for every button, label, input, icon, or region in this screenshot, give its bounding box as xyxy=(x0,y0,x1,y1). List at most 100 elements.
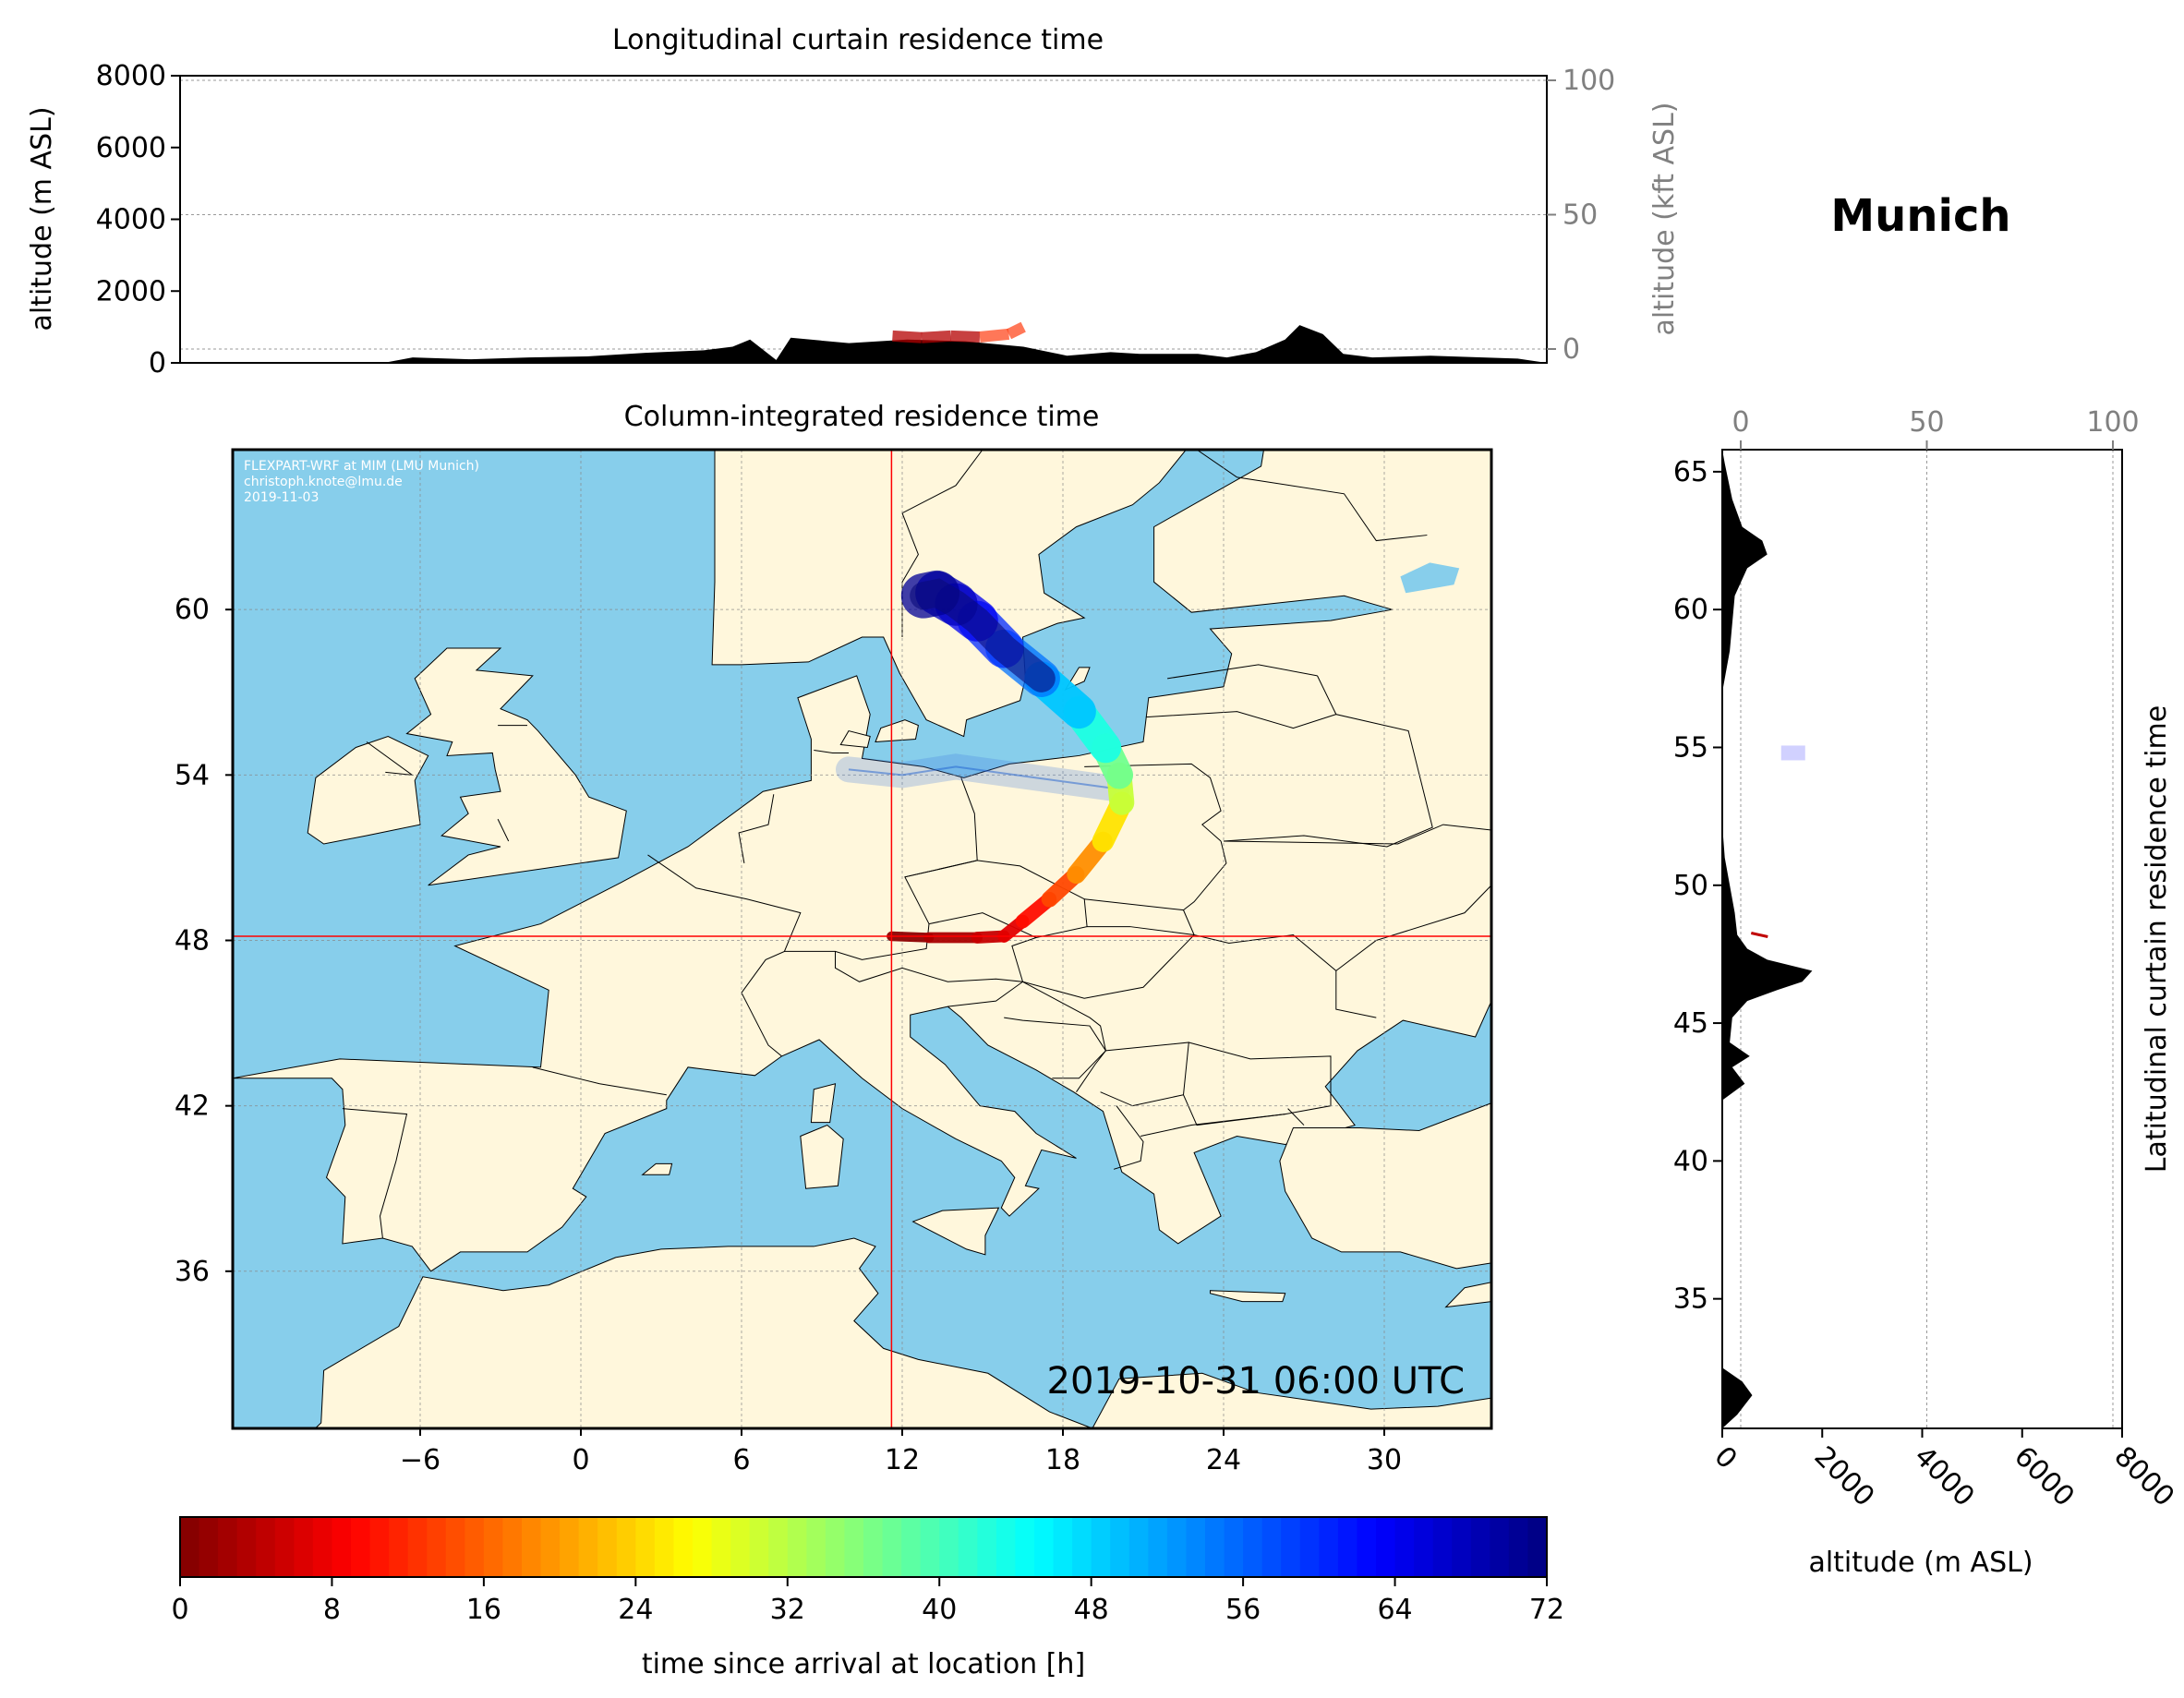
latitudinal-ytick-label: 65 xyxy=(1673,456,1708,488)
colorbar-segment xyxy=(1281,1517,1301,1577)
colorbar-tick-label: 40 xyxy=(922,1594,957,1626)
land-anatolia xyxy=(1279,1102,1491,1270)
country-border xyxy=(532,1066,667,1096)
longitudinal-ytick-label: 8000 xyxy=(96,60,166,92)
land-corsica xyxy=(810,1083,837,1124)
colorbar-segment xyxy=(294,1517,314,1577)
colorbar-segment xyxy=(1337,1517,1358,1577)
colorbar-segment xyxy=(389,1517,409,1577)
longitudinal-y-ticks: 0 2000 4000 6000 8000 xyxy=(96,60,180,379)
latitudinal-y-ticks: 35 40 45 50 55 60 65 xyxy=(1673,456,1722,1316)
column-map-panel: Column-integrated residence time −6 0 6 12 1… xyxy=(175,401,1493,1476)
country-border xyxy=(1223,675,1433,848)
map-ytick-label: 54 xyxy=(175,759,210,791)
map-xtick-label: 30 xyxy=(1367,1444,1402,1476)
country-border xyxy=(814,749,849,753)
map-title: Column-integrated residence time xyxy=(624,401,1100,433)
latitudinal-ytick-label: 35 xyxy=(1673,1283,1708,1316)
colorbar-segment xyxy=(1224,1517,1244,1577)
colorbar-segment xyxy=(369,1517,390,1577)
latitudinal-grid xyxy=(1740,450,2114,1428)
colorbar-segment xyxy=(312,1517,333,1577)
colorbar-segment xyxy=(1414,1517,1434,1577)
longitudinal-ytick-label: 4000 xyxy=(96,204,166,236)
longitudinal-terrain-area xyxy=(180,325,1547,363)
colorbar-tick-label: 32 xyxy=(770,1594,805,1626)
land-crete xyxy=(1210,1290,1286,1303)
colorbar-frame xyxy=(179,1516,1548,1578)
latitudinal-ytick-label: 45 xyxy=(1673,1007,1708,1040)
colorbar-segment xyxy=(1015,1517,1035,1577)
colorbar-tick-label: 0 xyxy=(171,1594,188,1626)
colorbar-segment xyxy=(1148,1517,1168,1577)
colorbar-segment xyxy=(995,1517,1017,1577)
colorbar-segment xyxy=(1319,1517,1339,1577)
longitudinal-frame xyxy=(179,75,1548,364)
longitudinal-plume-segment xyxy=(1006,321,1026,340)
colorbar-segment xyxy=(863,1517,884,1577)
country-border xyxy=(1140,1114,1285,1137)
colorbar-segment xyxy=(768,1517,789,1577)
colorbar-segment xyxy=(1128,1517,1149,1577)
colorbar-segment xyxy=(578,1517,598,1577)
colorbar-segment xyxy=(654,1517,675,1577)
colorbar-segment xyxy=(1091,1517,1111,1577)
country-border xyxy=(1223,824,1491,845)
longitudinal-grid xyxy=(180,79,1547,350)
country-border xyxy=(342,1108,408,1239)
colorbar-segment xyxy=(560,1517,580,1577)
latitudinal-ytick-label: 60 xyxy=(1673,594,1708,626)
colorbar-label: time since arrival at location [h] xyxy=(642,1648,1085,1680)
latitudinal-x-ticks-top: 0 50 100 xyxy=(1732,406,2140,450)
longitudinal-plume xyxy=(892,321,1026,343)
colorbar-tick-label: 72 xyxy=(1529,1594,1564,1626)
colorbar-segment xyxy=(1110,1517,1130,1577)
map-country-borders xyxy=(342,450,1491,1239)
land-great-britain xyxy=(405,647,627,886)
map-xtick-label: 24 xyxy=(1206,1444,1241,1476)
colorbar-tick-label: 64 xyxy=(1377,1594,1412,1626)
country-border xyxy=(1084,763,1222,842)
map-ytick-label: 42 xyxy=(175,1090,210,1123)
land-levant xyxy=(1092,1372,1491,1428)
colorbar-tick-label: 24 xyxy=(618,1594,653,1626)
colorbar-segment xyxy=(236,1517,257,1577)
colorbar-segment xyxy=(483,1517,504,1577)
lake xyxy=(1400,562,1460,594)
colorbar-segment xyxy=(427,1517,447,1577)
map-xtick-label: 18 xyxy=(1045,1444,1080,1476)
colorbar-tick-label: 48 xyxy=(1074,1594,1109,1626)
plume-secondary-core xyxy=(848,765,1117,790)
land-balearic xyxy=(641,1162,673,1175)
longitudinal-curtain-panel: Longitudinal curtain residence time 0 200… xyxy=(26,24,1681,379)
colorbar-segment xyxy=(218,1517,238,1577)
land-sardinia xyxy=(800,1124,844,1189)
colorbar-segment xyxy=(407,1517,428,1577)
colorbar-segment xyxy=(1508,1517,1529,1577)
colorbar-segment xyxy=(1166,1517,1188,1577)
colorbar-segment xyxy=(673,1517,694,1577)
country-border xyxy=(1145,711,1336,729)
latitudinal-title: Latitudinal curtain residence time xyxy=(2141,705,2173,1173)
colorbar-segment xyxy=(939,1517,959,1577)
country-border xyxy=(497,818,510,842)
map-grid xyxy=(233,450,1491,1428)
latitudinal-xtick-label: 4000 xyxy=(1908,1440,1981,1513)
colorbar-segment xyxy=(711,1517,731,1577)
stamp-line-3: 2019-11-03 xyxy=(244,490,319,505)
map-frame xyxy=(231,448,1493,1430)
colorbar-segment xyxy=(749,1517,769,1577)
latitudinal-plume-patch xyxy=(1780,745,1805,761)
stamp-line-2: christoph.knote@lmu.de xyxy=(244,475,403,489)
colorbar-tick-label: 16 xyxy=(466,1594,501,1626)
latitudinal-ytick-label: 40 xyxy=(1673,1145,1708,1177)
release-crosshair xyxy=(233,450,1491,1428)
latitudinal-xtick-top-label: 100 xyxy=(2086,406,2139,439)
colorbar-segment xyxy=(1053,1517,1073,1577)
colorbar-panel: 0 8 16 24 32 40 48 56 64 72 time since arrival at… xyxy=(171,1516,1564,1680)
longitudinal-plume-segment xyxy=(921,330,951,343)
colorbar-segment xyxy=(901,1517,922,1577)
longitudinal-plume-segment xyxy=(892,330,923,343)
colorbar-segment xyxy=(1261,1517,1282,1577)
